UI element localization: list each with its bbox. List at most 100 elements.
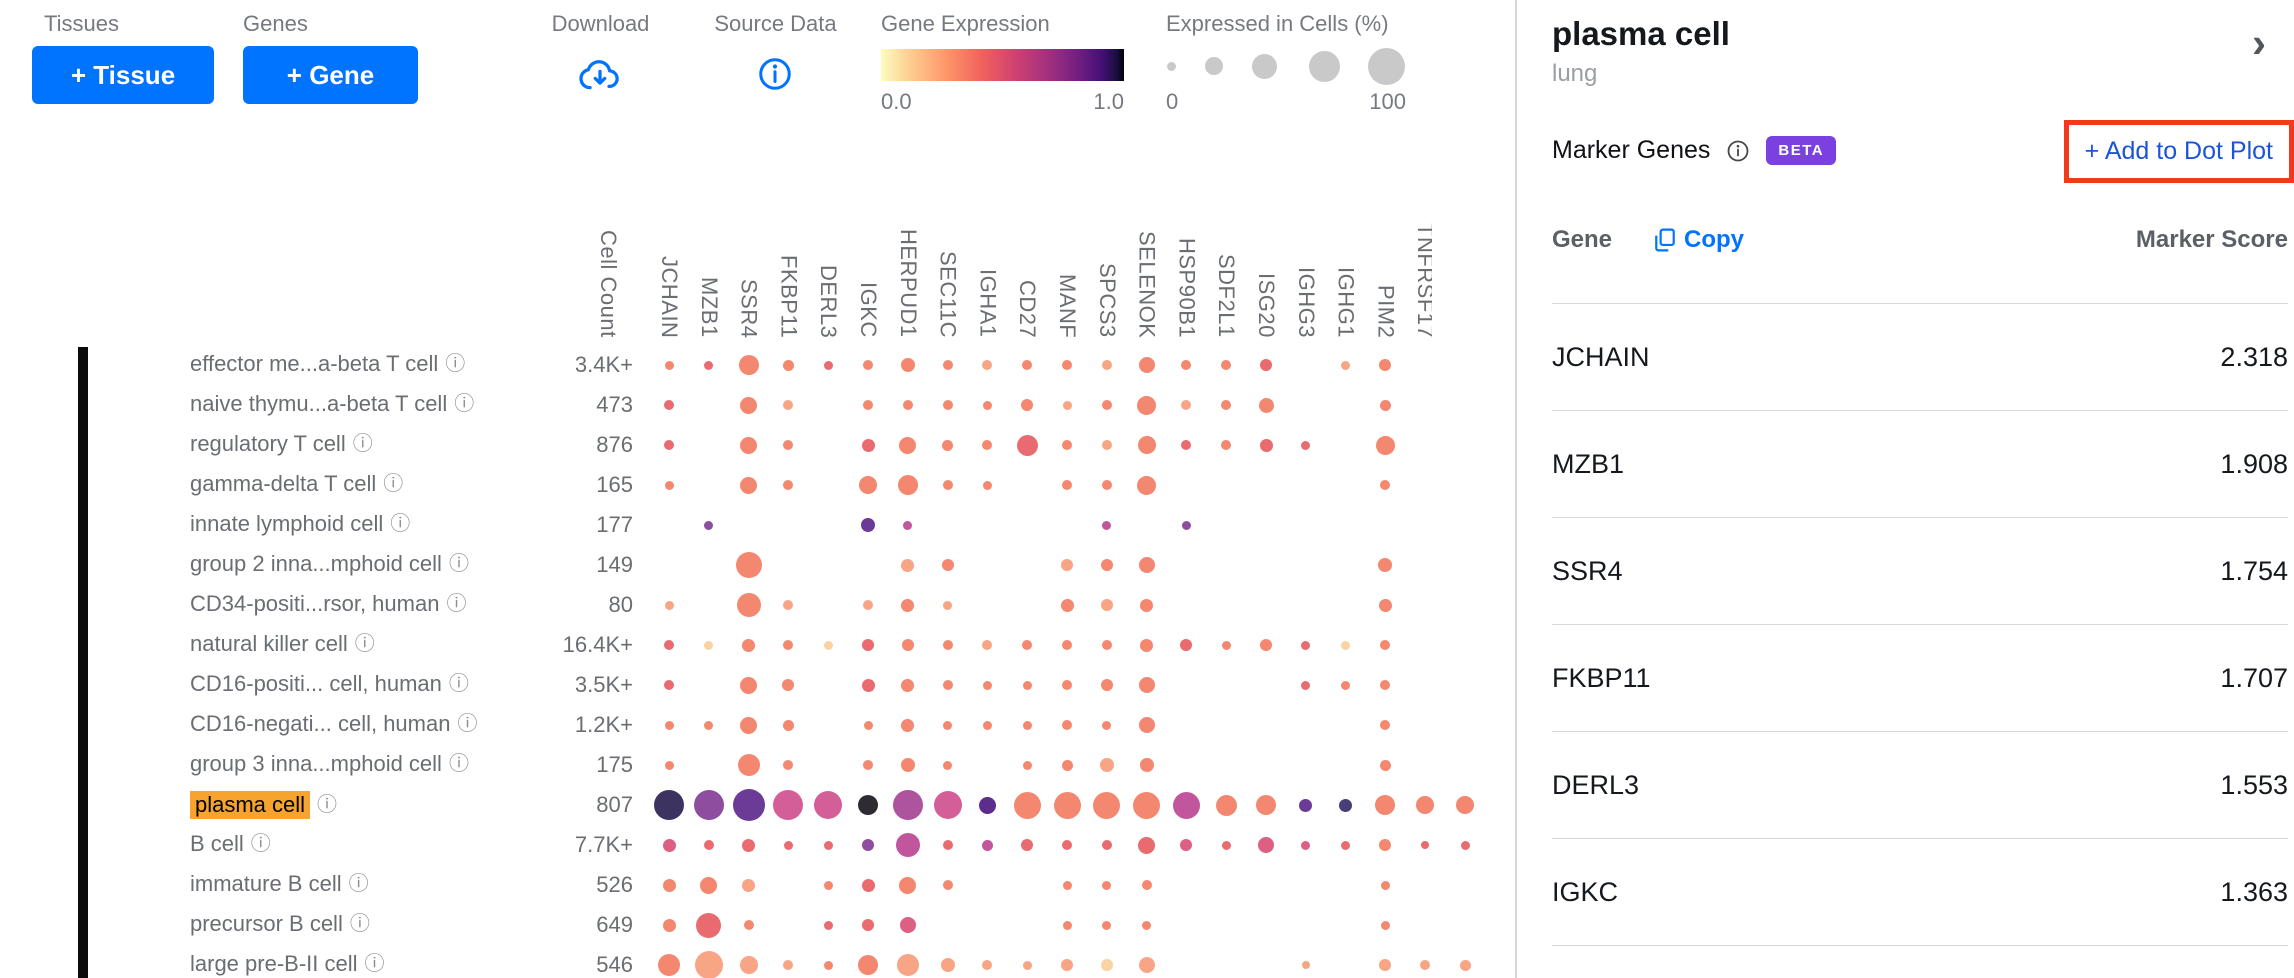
- gene-header-PIM2[interactable]: PIM2: [1373, 284, 1399, 338]
- expression-dot: [1101, 360, 1112, 370]
- expression-dot: [859, 476, 877, 494]
- gene-header-SPCS3[interactable]: SPCS3: [1094, 263, 1120, 338]
- gene-header-TNFRSF17[interactable]: TNFRSF17: [1413, 222, 1432, 338]
- cell-type-label[interactable]: natural killer cell ⓘ: [190, 631, 375, 656]
- expression-dot: [861, 518, 875, 532]
- cell-type-label[interactable]: large pre-B-II cell ⓘ: [190, 951, 385, 976]
- gene-header-HSP90B1[interactable]: HSP90B1: [1174, 237, 1200, 338]
- gene-header-DERL3[interactable]: DERL3: [816, 264, 842, 338]
- gene-header-FKBP11[interactable]: FKBP11: [776, 254, 802, 338]
- info-icon[interactable]: ⓘ: [445, 353, 466, 375]
- info-icon[interactable]: ⓘ: [354, 633, 375, 655]
- gene-header-IGKC[interactable]: IGKC: [856, 282, 881, 338]
- info-icon[interactable]: ⓘ: [352, 433, 373, 455]
- gene-column-headers: Cell Count JCHAIN MZB1 SSR4 FKBP11 DERL3 IGKC H…: [0, 148, 1432, 338]
- expression-dot: [1100, 559, 1113, 571]
- info-icon[interactable]: ⓘ: [349, 913, 370, 935]
- expression-dot: [863, 600, 873, 610]
- marker-gene-score: 1.754: [2220, 555, 2288, 586]
- cell-type-label[interactable]: group 2 inna...mphoid cell ⓘ: [190, 551, 469, 576]
- info-icon[interactable]: ⓘ: [454, 393, 475, 415]
- cell-type-label[interactable]: immature B cell ⓘ: [190, 871, 369, 896]
- add-to-dot-plot-button[interactable]: + Add to Dot Plot: [2084, 137, 2273, 165]
- gene-header-JCHAIN[interactable]: JCHAIN: [657, 255, 682, 338]
- expression-dot: [942, 680, 953, 690]
- expression-dot: [900, 358, 915, 372]
- info-icon[interactable]: ⓘ: [317, 794, 338, 816]
- copy-button[interactable]: Copy: [1654, 226, 1744, 254]
- cell-count-value: 3.4K+: [574, 352, 633, 377]
- info-icon[interactable]: ⓘ: [448, 753, 469, 775]
- expression-dot: [1380, 720, 1391, 730]
- expression-dot: [1180, 839, 1193, 851]
- expression-dot: [783, 960, 794, 970]
- info-icon[interactable]: ⓘ: [383, 473, 404, 495]
- expression-dot: [700, 876, 718, 894]
- expressed-in-cells-dot: [1166, 61, 1176, 71]
- download-icon[interactable]: [578, 56, 622, 94]
- gene-expression-legend-label: Gene Expression: [881, 11, 1050, 36]
- cell-type-label[interactable]: precursor B cell ⓘ: [190, 911, 370, 936]
- cell-count-value: 876: [596, 432, 633, 457]
- gene-header-IGHG1[interactable]: IGHG1: [1333, 267, 1359, 338]
- gene-header-SDF2L1[interactable]: SDF2L1: [1214, 254, 1240, 338]
- expression-dot: [783, 440, 794, 450]
- info-icon[interactable]: ⓘ: [457, 713, 478, 735]
- cell-type-label[interactable]: regulatory T cell ⓘ: [190, 431, 373, 456]
- source-data-info-icon[interactable]: [757, 56, 793, 92]
- expression-dot: [1061, 959, 1073, 971]
- marker-genes-info-icon[interactable]: [1726, 139, 1750, 163]
- gene-header-ISG20[interactable]: ISG20: [1254, 273, 1279, 338]
- gene-header-MANF[interactable]: MANF: [1055, 273, 1080, 338]
- expression-dot: [1137, 475, 1157, 495]
- chevron-right-icon[interactable]: ›: [2252, 19, 2266, 66]
- info-icon[interactable]: ⓘ: [348, 873, 369, 895]
- expression-dot: [704, 360, 714, 370]
- expression-dot: [1101, 400, 1112, 410]
- gene-header-IGHG3[interactable]: IGHG3: [1293, 267, 1319, 338]
- info-icon[interactable]: ⓘ: [390, 513, 411, 535]
- cell-type-label[interactable]: group 3 inna...mphoid cell ⓘ: [190, 751, 469, 776]
- expression-dot: [1062, 840, 1072, 850]
- expression-dot: [738, 355, 759, 375]
- info-icon[interactable]: ⓘ: [448, 673, 469, 695]
- info-icon[interactable]: ⓘ: [446, 593, 467, 615]
- gene-header-HERPUD1[interactable]: HERPUD1: [895, 229, 921, 338]
- cell-type-label[interactable]: effector me...a-beta T cell ⓘ: [190, 351, 466, 376]
- add-gene-button[interactable]: + Gene: [243, 46, 418, 104]
- cell-type-label[interactable]: B cell ⓘ: [190, 831, 271, 856]
- expression-dot: [1221, 640, 1231, 650]
- expression-dot: [664, 400, 674, 410]
- expression-dot: [900, 758, 915, 772]
- gene-header-SSR4[interactable]: SSR4: [736, 278, 762, 338]
- info-icon[interactable]: ⓘ: [448, 553, 469, 575]
- cell-type-label-selected[interactable]: plasma cell ⓘ: [190, 791, 337, 819]
- expression-dot: [664, 440, 674, 450]
- gene-header-SELENOK[interactable]: SELENOK: [1134, 230, 1160, 338]
- expression-dot: [1062, 440, 1072, 450]
- cell-type-label[interactable]: naive thymu...a-beta T cell ⓘ: [190, 391, 475, 416]
- cell-type-label[interactable]: CD34-positi...rsor, human ⓘ: [190, 591, 467, 616]
- info-icon[interactable]: ⓘ: [250, 833, 271, 855]
- gene-header-IGHA1[interactable]: IGHA1: [975, 269, 1001, 338]
- gene-header-MZB1[interactable]: MZB1: [696, 277, 722, 338]
- add-tissue-button[interactable]: + Tissue: [32, 46, 214, 104]
- cell-type-label[interactable]: innate lymphoid cell ⓘ: [190, 511, 411, 536]
- cell-count-value: 3.5K+: [574, 672, 633, 697]
- cell-type-label[interactable]: CD16-negati... cell, human ⓘ: [190, 711, 478, 736]
- expression-dot: [1181, 360, 1192, 370]
- expression-dot: [1061, 559, 1073, 571]
- expression-dot: [736, 593, 761, 617]
- gene-header-SEC11C[interactable]: SEC11C: [935, 251, 961, 338]
- gene-header-CD27[interactable]: CD27: [1015, 279, 1041, 338]
- expression-dot: [940, 958, 955, 972]
- gene-expression-max: 1.0: [1093, 89, 1124, 114]
- expression-dot: [823, 640, 833, 650]
- expression-dot: [933, 791, 962, 819]
- marker-gene-score: 1.707: [2220, 662, 2288, 693]
- expression-dot: [1181, 520, 1191, 530]
- info-icon[interactable]: ⓘ: [364, 953, 385, 975]
- cell-type-label[interactable]: CD16-positi... cell, human ⓘ: [190, 671, 469, 696]
- expression-dot: [664, 360, 674, 370]
- cell-type-label[interactable]: gamma-delta T cell ⓘ: [190, 471, 404, 496]
